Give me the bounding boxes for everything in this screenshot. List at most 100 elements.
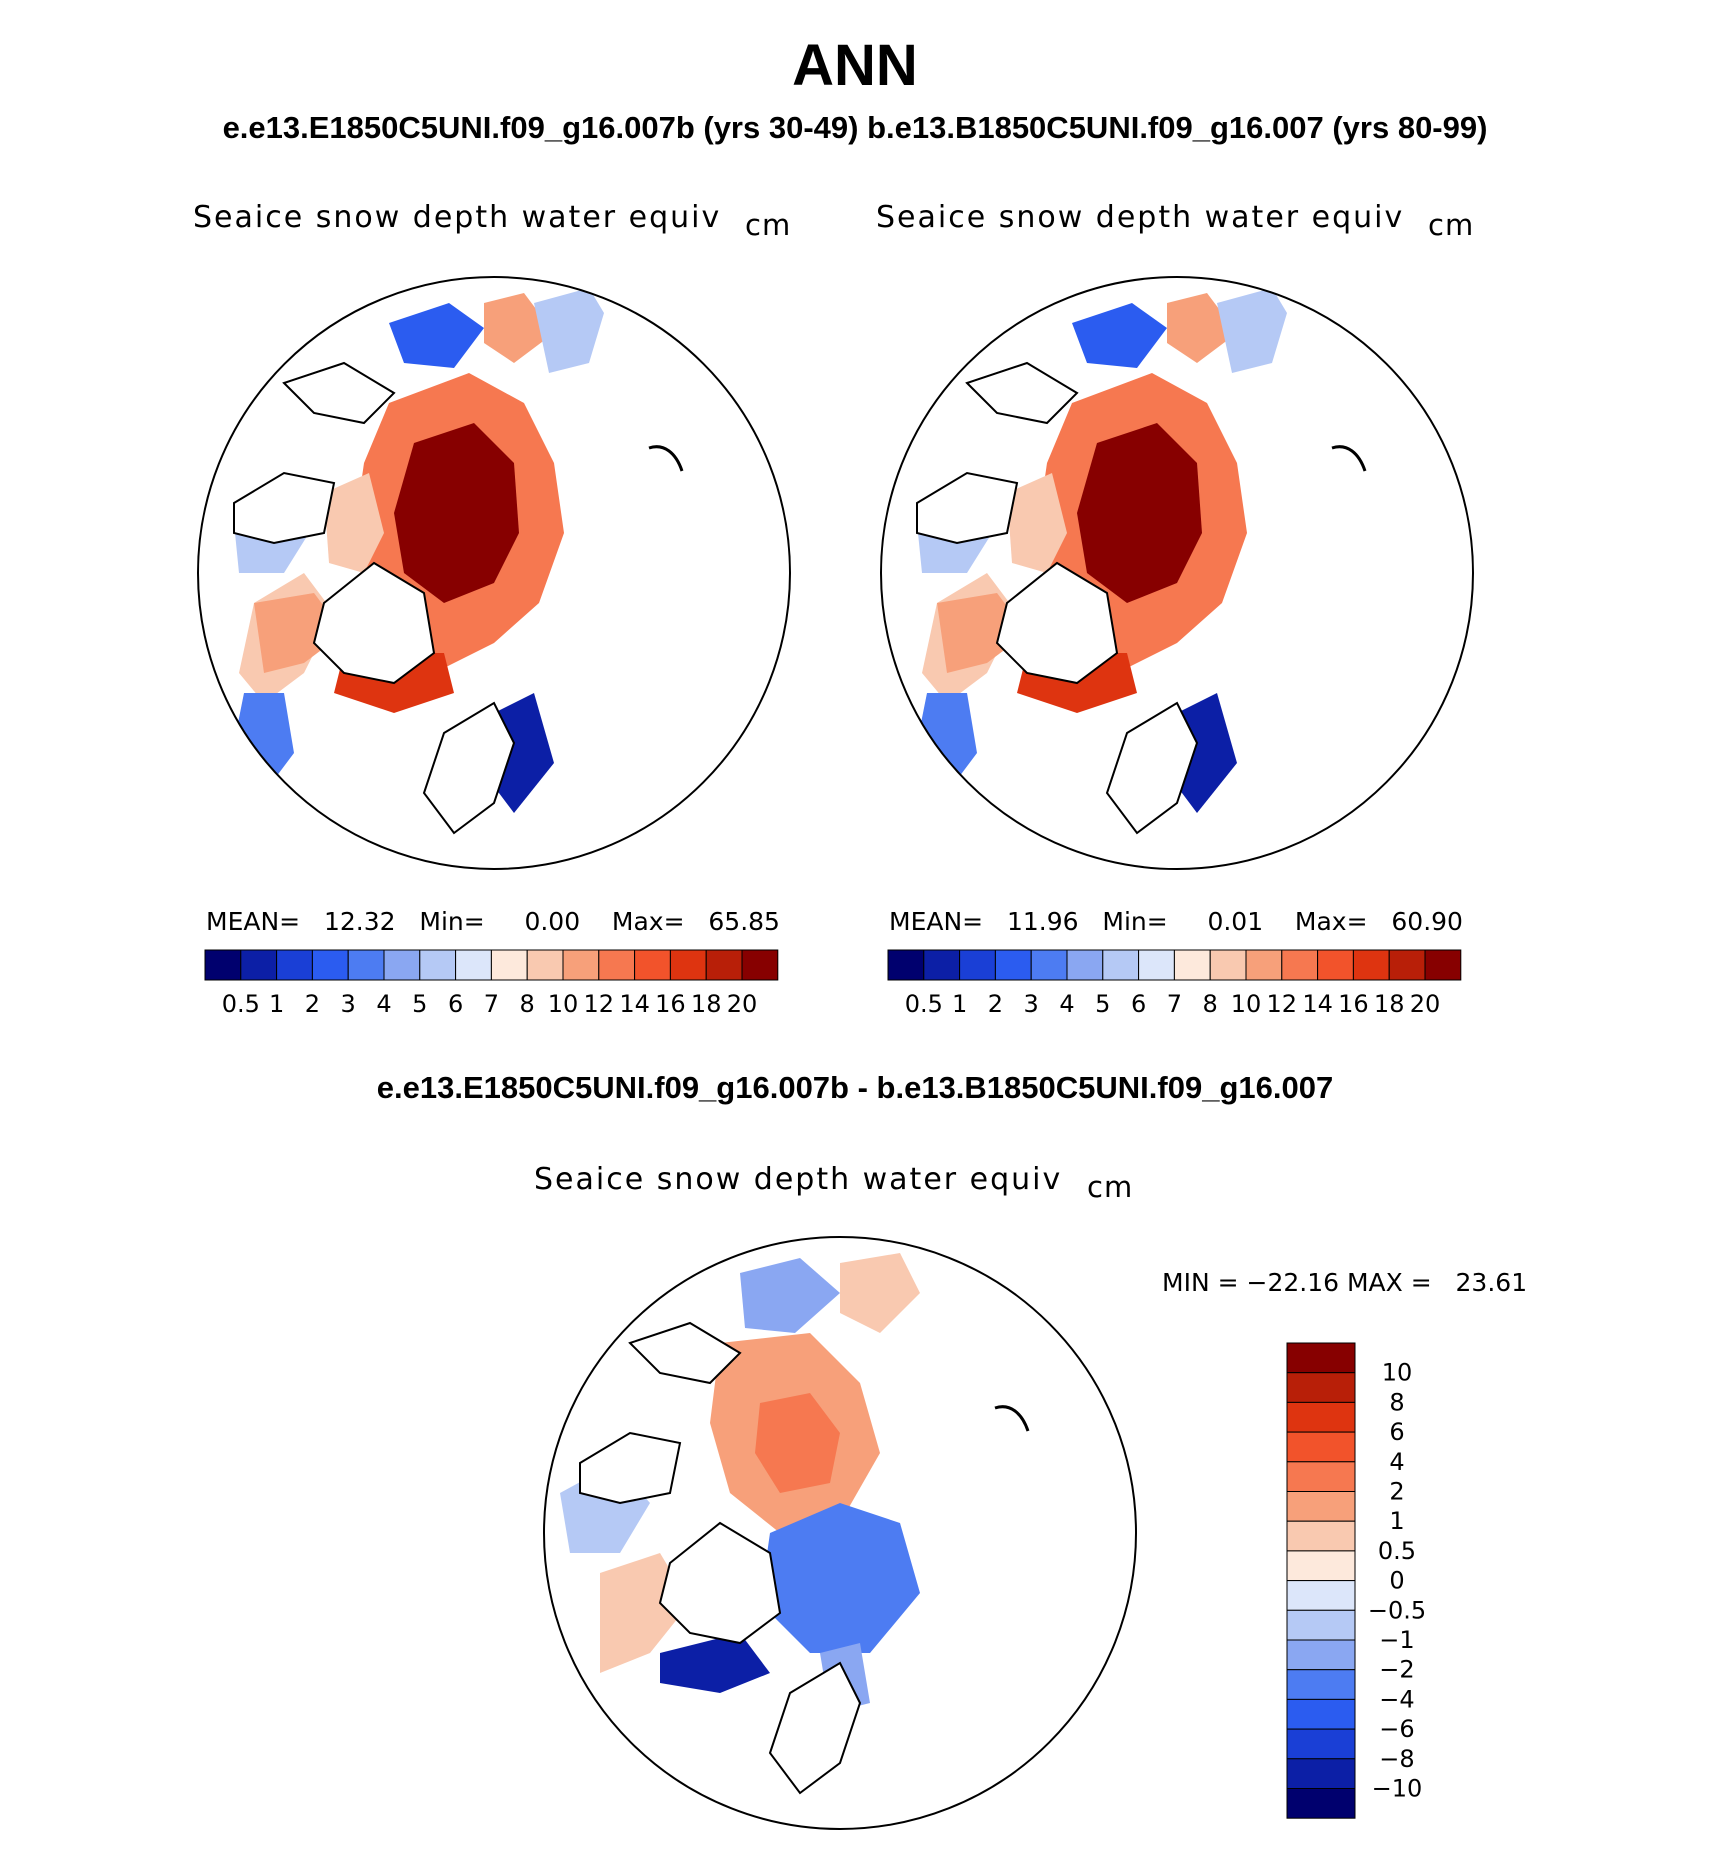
panel3-colorbar-tick-label: 4	[1389, 1448, 1404, 1476]
panel2-colorbar-swatch	[1066, 949, 1104, 981]
bering-sea-field	[1072, 303, 1167, 368]
island-coastline	[648, 445, 684, 472]
panel1-colorbar-swatch	[741, 949, 779, 981]
panel2-title: Seaice snow depth water equiv	[876, 200, 1405, 235]
panel2-colorbar-tick-label: 18	[1374, 990, 1405, 1018]
panel2-colorbar-tick-label: 3	[1024, 990, 1039, 1018]
panel3-colorbar-tick-label: −0.5	[1368, 1596, 1426, 1624]
panel1-mean-label: MEAN=	[206, 907, 301, 936]
panel2-colorbar-swatch	[1424, 949, 1462, 981]
panel1-map	[197, 276, 791, 870]
panel1-mean: 12.32	[323, 907, 396, 936]
central-arctic-field	[1077, 423, 1202, 603]
panel1-colorbar: 0.5 1 2 3 4 5 6 7 8 10 12 14 16 18 20	[204, 949, 779, 1018]
panel3-colorbar-tick-label: −4	[1379, 1685, 1414, 1713]
island-coastline	[1331, 445, 1367, 472]
panel3-stats: MIN = −22.16 MAX = 23.61	[1162, 1268, 1527, 1297]
bering-sea-field	[389, 303, 484, 368]
panel2-colorbar-swatch	[994, 949, 1032, 981]
panel3-colorbar-tick-label: 0.5	[1378, 1537, 1416, 1565]
panel3-colorbar-tick-label: 0	[1389, 1567, 1404, 1595]
panel2-colorbar-tick-label: 2	[988, 990, 1003, 1018]
panel2-colorbar-tick-label: 14	[1302, 990, 1333, 1018]
panel1-colorbar-swatch	[634, 949, 671, 981]
panel2-colorbar-swatch	[1352, 949, 1390, 981]
panel2-units: cm	[1428, 208, 1475, 242]
panel1-colorbar-tick-label: 5	[412, 990, 427, 1018]
panel2-max-label: Max=	[1294, 907, 1368, 936]
panel3-title: Seaice snow depth water equiv	[534, 1162, 1063, 1197]
okhotsk-diff-field	[840, 1253, 920, 1333]
panel2-colorbar-tick-label: 4	[1059, 990, 1074, 1018]
panel1-stats: MEAN= 12.32 Min= 0.00 Max= 65.85	[206, 907, 780, 936]
alaska-coast-landmass	[282, 361, 396, 425]
panel1-units: cm	[745, 208, 792, 242]
panel2-colorbar: 0.5 1 2 3 4 5 6 7 8 10 12 14 16 18 20	[887, 949, 1462, 1018]
panel1-colorbar-tick-label: 0.5	[222, 990, 260, 1018]
central-arctic-field	[394, 423, 519, 603]
panel2-colorbar-swatch	[887, 949, 925, 981]
canada-islands-landmass	[916, 471, 1019, 545]
panel2-colorbar-swatch	[1281, 949, 1319, 981]
panel1-colorbar-swatch	[204, 949, 242, 981]
atlantic-diff-field	[760, 1503, 920, 1653]
panel1-colorbar-tick-label: 2	[305, 990, 320, 1018]
island-coastline	[994, 1405, 1030, 1432]
panel1-title: Seaice snow depth water equiv	[193, 200, 722, 235]
panel2-mean: 11.96	[1006, 907, 1079, 936]
map-boundary-circle	[543, 1236, 1137, 1830]
panel3-colorbar-tick-label: 10	[1382, 1359, 1413, 1387]
panel3-colorbar-swatch	[1286, 1609, 1356, 1641]
greenland-landmass	[995, 561, 1119, 685]
panel3-colorbar-swatch	[1286, 1550, 1356, 1582]
panel3-colorbar-swatch	[1286, 1788, 1356, 1819]
panel3-colorbar-tick-label: −2	[1379, 1656, 1414, 1684]
panel3-min: −22.16	[1246, 1268, 1340, 1297]
panel3-colorbar-tick-label: 8	[1389, 1388, 1404, 1416]
panel1-colorbar-tick-label: 6	[448, 990, 463, 1018]
panel1-colorbar-tick-label: 14	[619, 990, 650, 1018]
panel3-colorbar-swatch	[1286, 1520, 1356, 1552]
bering-diff-field	[740, 1258, 840, 1333]
panel2-stats: MEAN= 11.96 Min= 0.01 Max= 60.90	[889, 907, 1463, 936]
panel1-colorbar-swatch	[240, 949, 278, 981]
panel3-colorbar-swatch	[1286, 1401, 1356, 1433]
panel2-colorbar-swatch	[1102, 949, 1140, 981]
canada-islands-landmass	[233, 471, 336, 545]
panel3-colorbar-swatch	[1286, 1461, 1356, 1493]
canada-islands-landmass	[579, 1431, 682, 1505]
panel3-colorbar-tick-label: −10	[1372, 1775, 1423, 1803]
panel1-colorbar-tick-label: 10	[548, 990, 579, 1018]
panel1-colorbar-swatch	[383, 949, 421, 981]
panel1-colorbar-swatch	[526, 949, 564, 981]
panel3-max: 23.61	[1455, 1268, 1528, 1297]
archipelago-field	[324, 473, 384, 573]
panel1-colorbar-swatch	[705, 949, 743, 981]
panel1-colorbar-swatch	[455, 949, 492, 981]
panel2-colorbar-tick-label: 16	[1338, 990, 1369, 1018]
panel1-colorbar-swatch	[347, 949, 385, 981]
panel2-colorbar-swatch	[1138, 949, 1175, 981]
panel3-colorbar-swatch	[1286, 1580, 1356, 1611]
panel3-colorbar-tick-label: −8	[1379, 1745, 1414, 1773]
panel2-colorbar-tick-label: 7	[1167, 990, 1182, 1018]
panel2-colorbar-tick-label: 6	[1131, 990, 1146, 1018]
panel2-colorbar-swatch	[1173, 949, 1211, 981]
panel2-colorbar-tick-label: 1	[952, 990, 967, 1018]
panel3-units: cm	[1087, 1170, 1134, 1204]
panel3-max-label: MAX =	[1346, 1268, 1432, 1297]
central-diff-field	[755, 1393, 840, 1493]
panel1-colorbar-tick-label: 18	[691, 990, 722, 1018]
panel3-min-label: MIN =	[1162, 1268, 1239, 1297]
panel1-colorbar-swatch	[276, 949, 313, 981]
panel2-mean-label: MEAN=	[889, 907, 984, 936]
panel3-colorbar-tick-label: 6	[1389, 1418, 1404, 1446]
map-boundary-circle	[197, 276, 791, 870]
panel3-colorbar-swatch	[1286, 1491, 1356, 1522]
panel2-colorbar-swatch	[1317, 949, 1354, 981]
panel2-colorbar-swatch	[959, 949, 996, 981]
panel3-colorbar-tick-label: −1	[1379, 1626, 1414, 1654]
okhotsk-sea-field	[534, 288, 604, 373]
difference-title: e.e13.E1850C5UNI.f09_g16.007b - b.e13.B1…	[376, 1070, 1334, 1105]
